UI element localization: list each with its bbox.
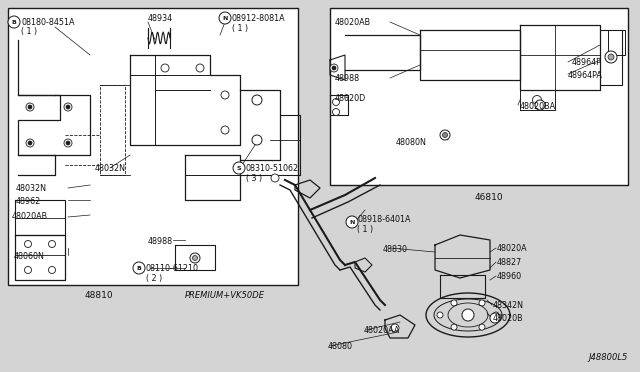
Text: 08310-51062: 08310-51062: [246, 164, 299, 173]
Text: 48342N: 48342N: [493, 301, 524, 310]
Circle shape: [64, 103, 72, 111]
Text: 48020AB: 48020AB: [335, 18, 371, 27]
Circle shape: [221, 91, 229, 99]
Circle shape: [252, 135, 262, 145]
Text: 08918-6401A: 08918-6401A: [357, 215, 410, 224]
Text: 48934: 48934: [148, 14, 173, 23]
Text: S: S: [237, 166, 241, 170]
Circle shape: [462, 309, 474, 321]
Circle shape: [49, 266, 56, 273]
Circle shape: [26, 139, 34, 147]
Circle shape: [333, 109, 339, 115]
Text: ( 1 ): ( 1 ): [357, 225, 373, 234]
Text: 08180-8451A: 08180-8451A: [21, 18, 74, 27]
Text: N: N: [222, 16, 228, 20]
Circle shape: [24, 266, 31, 273]
Circle shape: [440, 130, 450, 140]
Text: 48020BA: 48020BA: [520, 102, 556, 111]
Text: N: N: [349, 219, 355, 224]
Text: 48964P: 48964P: [572, 58, 602, 67]
Text: 48830: 48830: [383, 245, 408, 254]
Circle shape: [193, 256, 198, 260]
Text: 48020AA: 48020AA: [364, 326, 401, 335]
Circle shape: [330, 64, 338, 72]
Circle shape: [64, 139, 72, 147]
Bar: [330, 8, 628, 185]
Circle shape: [442, 132, 447, 138]
Text: 48960: 48960: [497, 272, 522, 281]
Text: J48800L5: J48800L5: [589, 353, 628, 362]
Text: PREMIUM+VK50DE: PREMIUM+VK50DE: [185, 291, 265, 300]
Circle shape: [28, 105, 32, 109]
Text: 48032N: 48032N: [95, 164, 126, 173]
Circle shape: [437, 312, 443, 318]
Circle shape: [451, 324, 457, 330]
Text: 08912-8081A: 08912-8081A: [232, 14, 285, 23]
Text: ( 1 ): ( 1 ): [232, 24, 248, 33]
Circle shape: [24, 241, 31, 247]
Text: B: B: [136, 266, 141, 270]
Text: 48810: 48810: [85, 291, 114, 300]
Circle shape: [605, 51, 617, 63]
Circle shape: [219, 12, 231, 24]
Circle shape: [608, 54, 614, 60]
Circle shape: [332, 66, 336, 70]
Circle shape: [532, 96, 541, 105]
Text: ( 3 ): ( 3 ): [246, 174, 262, 183]
Circle shape: [490, 313, 500, 323]
Circle shape: [133, 262, 145, 274]
Text: 48962: 48962: [16, 197, 41, 206]
Circle shape: [161, 64, 169, 72]
Text: 46810: 46810: [475, 193, 504, 202]
Circle shape: [252, 95, 262, 105]
Circle shape: [190, 253, 200, 263]
Circle shape: [221, 126, 229, 134]
Text: 48988: 48988: [148, 237, 173, 246]
Text: B: B: [12, 19, 17, 25]
Circle shape: [49, 241, 56, 247]
Text: 48964PA: 48964PA: [568, 71, 603, 80]
Circle shape: [196, 64, 204, 72]
Text: 48827: 48827: [497, 258, 522, 267]
Circle shape: [28, 141, 32, 145]
Circle shape: [391, 324, 399, 332]
Circle shape: [66, 105, 70, 109]
Circle shape: [233, 162, 245, 174]
Text: ( 2 ): ( 2 ): [146, 274, 163, 283]
Circle shape: [66, 141, 70, 145]
Circle shape: [451, 300, 457, 306]
Circle shape: [333, 99, 339, 106]
Circle shape: [346, 216, 358, 228]
Text: 48032N: 48032N: [16, 184, 47, 193]
Text: 48988: 48988: [335, 74, 360, 83]
Text: 48080: 48080: [328, 342, 353, 351]
Text: 48020A: 48020A: [497, 244, 527, 253]
Text: 08110-61210: 08110-61210: [146, 264, 199, 273]
Bar: [8, 8, 298, 285]
Circle shape: [535, 100, 545, 110]
Text: 48080N: 48080N: [396, 138, 427, 147]
Circle shape: [493, 312, 499, 318]
Text: ( 1 ): ( 1 ): [21, 27, 37, 36]
Circle shape: [479, 324, 485, 330]
Text: 48020D: 48020D: [335, 94, 366, 103]
Text: 48060N: 48060N: [14, 252, 45, 261]
Circle shape: [8, 16, 20, 28]
Circle shape: [479, 300, 485, 306]
Circle shape: [271, 174, 279, 182]
Text: 48020B: 48020B: [493, 314, 524, 323]
Text: 48020AB: 48020AB: [12, 212, 48, 221]
Circle shape: [26, 103, 34, 111]
